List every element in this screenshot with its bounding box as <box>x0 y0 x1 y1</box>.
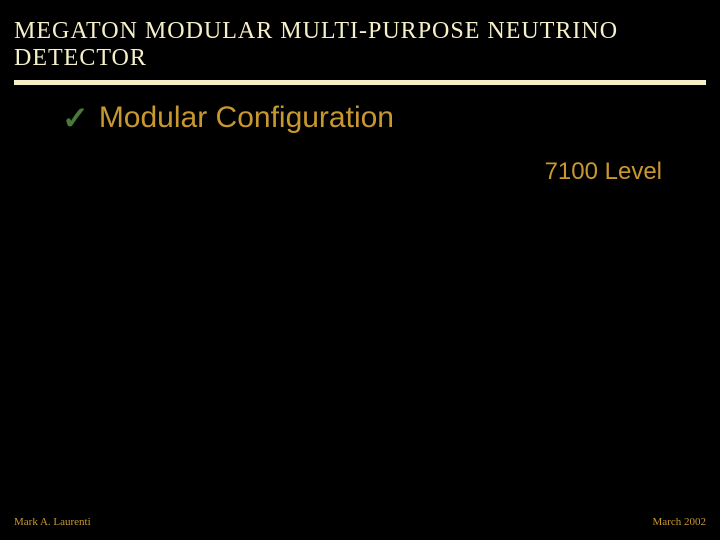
page-title: MEGATON MODULAR MULTI-PURPOSE NEUTRINO D… <box>0 0 720 80</box>
level-label: 7100 Level <box>545 158 662 186</box>
subtitle-row: ✓ Modular Configuration <box>0 85 720 135</box>
footer-date: March 2002 <box>653 516 706 528</box>
checkmark-icon: ✓ <box>62 102 89 134</box>
subtitle-text: Modular Configuration <box>99 101 394 135</box>
footer-author: Mark A. Laurenti <box>14 516 91 528</box>
